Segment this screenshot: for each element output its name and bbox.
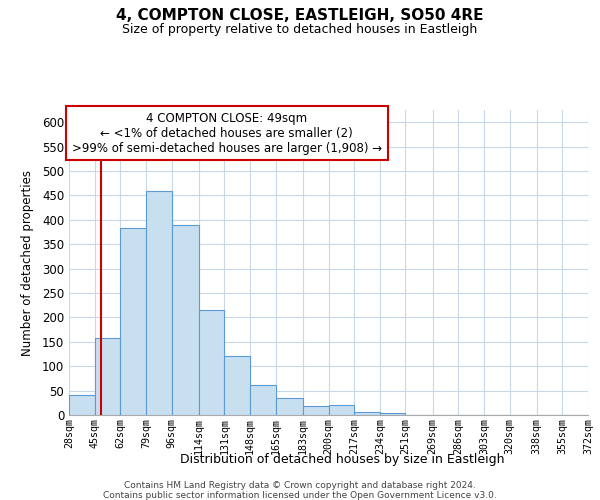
Bar <box>380 412 406 415</box>
Text: Distribution of detached houses by size in Eastleigh: Distribution of detached houses by size … <box>180 452 504 466</box>
Bar <box>250 384 275 415</box>
Bar <box>120 228 146 415</box>
Bar <box>275 398 303 415</box>
Bar <box>354 412 380 415</box>
Text: 4 COMPTON CLOSE: 49sqm
← <1% of detached houses are smaller (2)
>99% of semi-det: 4 COMPTON CLOSE: 49sqm ← <1% of detached… <box>71 112 382 154</box>
Bar <box>329 405 354 415</box>
Bar <box>224 356 250 415</box>
Text: 4, COMPTON CLOSE, EASTLEIGH, SO50 4RE: 4, COMPTON CLOSE, EASTLEIGH, SO50 4RE <box>116 8 484 22</box>
Bar <box>146 190 172 415</box>
Text: Size of property relative to detached houses in Eastleigh: Size of property relative to detached ho… <box>122 22 478 36</box>
Bar <box>172 224 199 415</box>
Bar <box>303 406 329 415</box>
Bar <box>95 338 120 415</box>
Bar <box>199 310 224 415</box>
Y-axis label: Number of detached properties: Number of detached properties <box>20 170 34 356</box>
Text: Contains HM Land Registry data © Crown copyright and database right 2024.: Contains HM Land Registry data © Crown c… <box>124 481 476 490</box>
Text: Contains public sector information licensed under the Open Government Licence v3: Contains public sector information licen… <box>103 491 497 500</box>
Bar <box>69 394 95 415</box>
